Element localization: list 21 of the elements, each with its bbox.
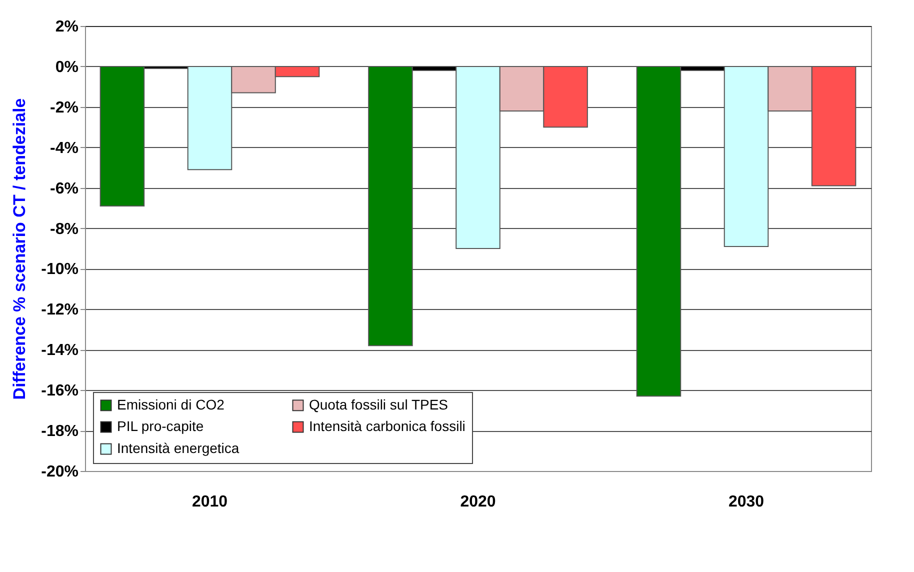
legend-label: Emissioni di CO2 bbox=[117, 396, 225, 412]
x-tick-label: 2030 bbox=[728, 494, 764, 510]
legend-label: Intensità energetica bbox=[117, 440, 240, 456]
legend-label: PIL pro-capite bbox=[117, 418, 204, 434]
x-tick-label: 2010 bbox=[192, 494, 228, 510]
y-tick-label: -2% bbox=[50, 99, 78, 116]
y-tick-label: -12% bbox=[41, 302, 78, 319]
y-tick-label: 0% bbox=[55, 58, 78, 76]
y-axis-title: Difference % scenario CT / tendeziale bbox=[10, 98, 30, 400]
legend-label: Quota fossili sul TPES bbox=[309, 396, 448, 412]
y-tick-label: -16% bbox=[41, 382, 78, 400]
y-tick-label: -18% bbox=[41, 423, 78, 440]
y-tick-label: -20% bbox=[41, 464, 78, 480]
y-tick-label: -14% bbox=[41, 342, 78, 360]
legend-label: Intensità carbonica fossili bbox=[309, 418, 466, 434]
y-tick-label: -8% bbox=[50, 220, 78, 238]
y-tick-label: -6% bbox=[50, 180, 78, 198]
x-tick-label: 2020 bbox=[460, 494, 496, 510]
y-tick-label: 2% bbox=[55, 18, 78, 36]
y-tick-label: -10% bbox=[41, 261, 78, 278]
y-tick-label: -4% bbox=[50, 140, 78, 157]
